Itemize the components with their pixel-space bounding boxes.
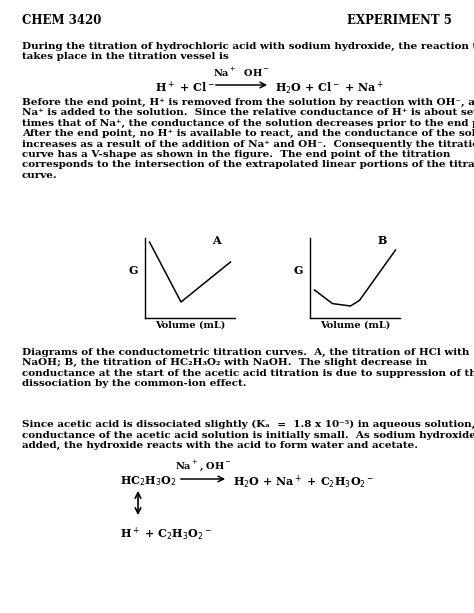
X-axis label: Volume (mL): Volume (mL) — [155, 321, 225, 330]
Text: A: A — [212, 235, 221, 246]
Text: During the titration of hydrochloric acid with sodium hydroxide, the reaction th: During the titration of hydrochloric aci… — [22, 42, 474, 61]
Text: Since acetic acid is dissociated slightly (Kₐ  =  1.8 x 10⁻⁵) in aqueous solutio: Since acetic acid is dissociated slightl… — [22, 420, 474, 450]
Text: H$^+$ + Cl$^-$: H$^+$ + Cl$^-$ — [155, 80, 215, 95]
Text: EXPERIMENT 5: EXPERIMENT 5 — [347, 14, 452, 27]
Text: G: G — [129, 265, 138, 276]
Text: H$_2$O + Cl$^-$ + Na$^+$: H$_2$O + Cl$^-$ + Na$^+$ — [275, 80, 384, 97]
Text: HC$_2$H$_3$O$_2$: HC$_2$H$_3$O$_2$ — [120, 474, 176, 488]
Text: G: G — [294, 265, 303, 276]
Text: B: B — [377, 235, 387, 246]
Text: Na$^+$  OH$^-$: Na$^+$ OH$^-$ — [213, 66, 270, 79]
Text: Before the end point, H⁺ is removed from the solution by reaction with OH⁻, and
: Before the end point, H⁺ is removed from… — [22, 98, 474, 180]
Text: Na$^+$, OH$^-$: Na$^+$, OH$^-$ — [174, 459, 231, 473]
Text: Diagrams of the conductometric titration curves.  A, the titration of HCl with
N: Diagrams of the conductometric titration… — [22, 348, 474, 388]
Text: CHEM 3420: CHEM 3420 — [22, 14, 101, 27]
Text: H$_2$O + Na$^+$ + C$_2$H$_3$O$_2$$^-$: H$_2$O + Na$^+$ + C$_2$H$_3$O$_2$$^-$ — [233, 474, 374, 491]
X-axis label: Volume (mL): Volume (mL) — [320, 321, 390, 330]
Text: H$^+$ + C$_2$H$_3$O$_2$$^-$: H$^+$ + C$_2$H$_3$O$_2$$^-$ — [120, 526, 212, 543]
